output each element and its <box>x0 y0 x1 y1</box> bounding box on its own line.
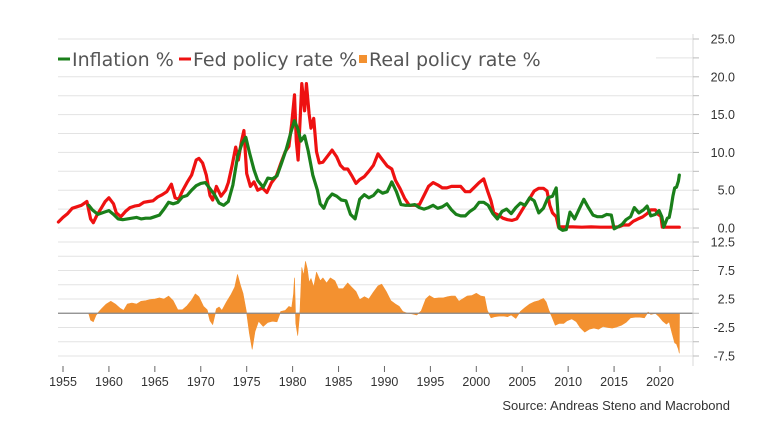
top-y-axis-ticks: 25.0 20.0 15.0 10.0 5.0 0.0 <box>693 33 735 236</box>
x-tick-label: 2010 <box>554 375 582 389</box>
x-tick-label: 1985 <box>325 375 353 389</box>
x-tick-label: 2000 <box>462 375 490 389</box>
x-tick-label: 1970 <box>187 375 215 389</box>
x-tick-label: 2015 <box>600 375 628 389</box>
legend-marker-real-rate <box>359 55 367 63</box>
legend-label-fed-rate: Fed policy rate % <box>193 49 357 71</box>
source-note: Source: Andreas Steno and Macrobond <box>502 398 730 413</box>
x-tick-label: 1975 <box>233 375 261 389</box>
inflation-line <box>87 119 681 232</box>
y-tick-label: 7.5 <box>718 264 735 278</box>
x-axis-ticks: 1955 1960 1965 1970 1975 1980 1985 1990 1995 2000… <box>49 366 674 389</box>
x-tick-label: 2020 <box>646 375 674 389</box>
x-tick-label: 2005 <box>508 375 536 389</box>
y-tick-label: 2.5 <box>718 293 735 307</box>
y-tick-label: 0.0 <box>718 222 735 236</box>
x-tick-label: 1990 <box>371 375 399 389</box>
legend-label-inflation: Inflation % <box>72 49 174 71</box>
y-tick-label: 5.0 <box>718 184 735 198</box>
rate-lines-layer <box>56 82 681 232</box>
x-tick-label: 1980 <box>279 375 307 389</box>
legend-background <box>56 44 656 76</box>
legend-label-real-rate: Real policy rate % <box>369 49 541 71</box>
y-tick-label: 12.5 <box>711 236 735 250</box>
real-rate-area-layer <box>58 261 693 354</box>
x-tick-label: 1995 <box>416 375 444 389</box>
x-tick-label: 1965 <box>141 375 169 389</box>
y-tick-label: -7.5 <box>713 350 735 364</box>
real-policy-rate-area <box>88 261 680 354</box>
x-tick-label: 1955 <box>49 375 77 389</box>
y-tick-label: 20.0 <box>711 70 735 84</box>
y-tick-label: 15.0 <box>711 108 735 122</box>
y-tick-label: 25.0 <box>711 33 735 47</box>
bottom-y-axis-ticks: 12.5 7.5 2.5 -2.5 -7.5 <box>693 236 735 364</box>
legend: Inflation % Fed policy rate % Real polic… <box>56 44 656 76</box>
x-tick-label: 1960 <box>95 375 123 389</box>
y-tick-label: -2.5 <box>713 321 735 335</box>
y-tick-label: 10.0 <box>711 146 735 160</box>
